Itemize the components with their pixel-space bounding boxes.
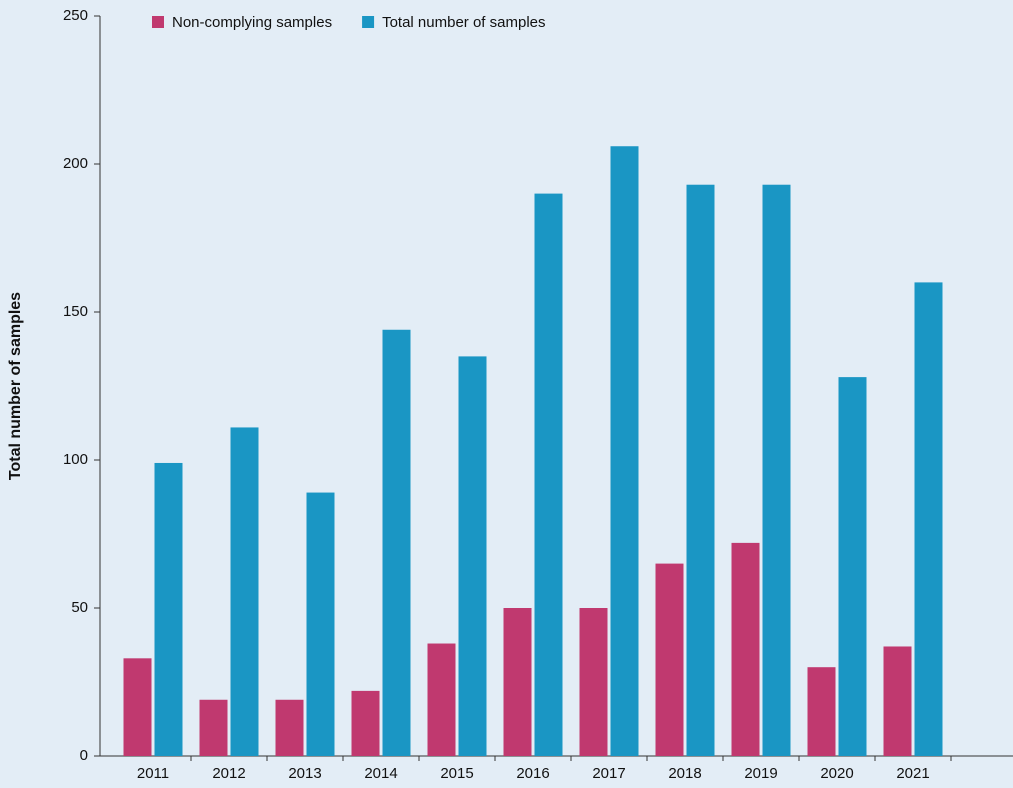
- y-tick-label: 150: [63, 303, 88, 320]
- bar: [123, 658, 152, 756]
- bar: [458, 356, 487, 756]
- bar: [731, 542, 760, 756]
- x-tick-label: 2015: [440, 765, 473, 782]
- legend-label: Total number of samples: [382, 14, 545, 31]
- x-tick-label: 2012: [212, 765, 245, 782]
- bar: [230, 427, 259, 756]
- bar: [306, 492, 335, 756]
- y-tick-label: 200: [63, 155, 88, 172]
- bar: [534, 193, 563, 757]
- y-tick-label: 250: [63, 7, 88, 24]
- bar: [883, 646, 912, 756]
- x-tick-label: 2016: [516, 765, 549, 782]
- y-tick-label: 0: [80, 747, 88, 764]
- x-tick-label: 2021: [896, 765, 929, 782]
- bar: [427, 643, 456, 756]
- bar: [154, 462, 183, 756]
- bar: [610, 146, 639, 757]
- y-tick-label: 50: [71, 599, 88, 616]
- x-tick-label: 2014: [364, 765, 397, 782]
- bar: [199, 699, 228, 756]
- bar: [914, 282, 943, 756]
- x-tick-label: 2017: [592, 765, 625, 782]
- bar: [275, 699, 304, 756]
- bar: [686, 184, 715, 757]
- legend-label: Non-complying samples: [172, 14, 332, 31]
- bar: [382, 329, 411, 756]
- bar: [762, 184, 791, 757]
- bar: [351, 690, 380, 756]
- x-tick-label: 2020: [820, 765, 853, 782]
- legend-swatch: [152, 16, 164, 28]
- bar: [655, 563, 684, 756]
- x-tick-label: 2013: [288, 765, 321, 782]
- bar: [807, 667, 836, 756]
- legend-swatch: [362, 16, 375, 28]
- y-axis-label: Total number of samples: [7, 292, 24, 480]
- x-tick-label: 2011: [137, 765, 169, 782]
- x-tick-label: 2019: [744, 765, 777, 782]
- bar: [579, 608, 608, 756]
- x-tick-label: 2018: [668, 765, 701, 782]
- bar: [838, 377, 867, 756]
- bar: [503, 608, 532, 756]
- y-tick-label: 100: [63, 451, 88, 468]
